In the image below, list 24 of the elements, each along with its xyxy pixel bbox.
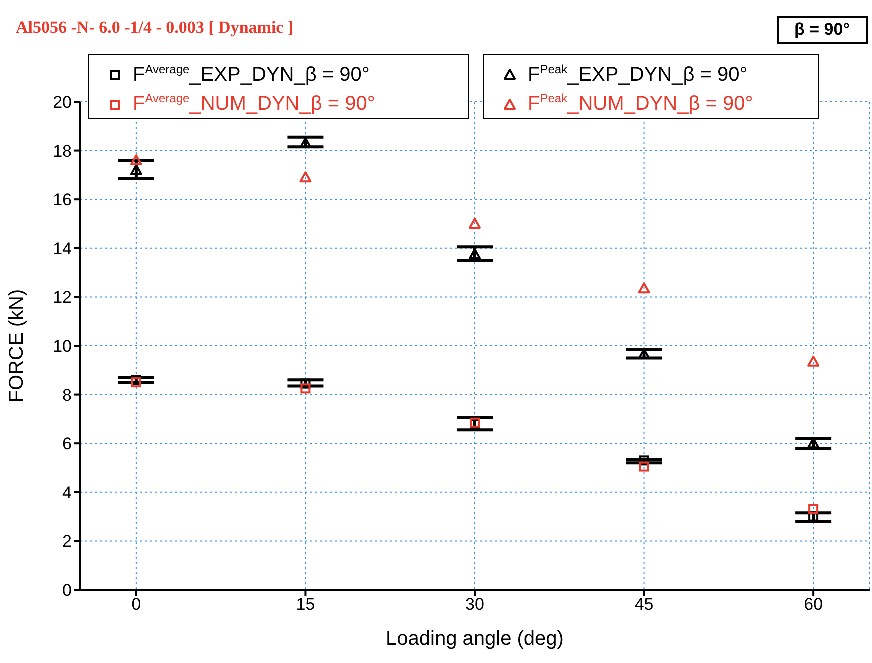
legend-label: F$^{Peak}$_NUM_DYN_β = 90° [528,92,754,116]
y-tick-label: 16 [53,190,72,210]
y-tick-label: 10 [53,337,72,356]
text: β = 90° [776,16,868,44]
y-tick-label: 8 [62,386,72,405]
legend-label: F$^{Average}$_NUM_DYN_β = 90° [133,92,376,116]
y-tick-label: 20 [53,93,72,112]
y-tick-label: 18 [53,142,72,161]
legend-label: F$^{Peak}$_EXP_DYN_β = 90° [528,62,748,86]
x-axis-title: Loading angle (deg) [386,628,564,650]
x-tick-label: 45 [634,595,654,614]
y-tick-label: 14 [53,239,72,258]
x-tick-label: 0 [132,595,142,614]
y-tick-label: 12 [53,288,72,308]
y-tick-label: 2 [62,532,72,552]
y-tick-label: 4 [62,483,72,502]
y-tick-label: 0 [62,581,72,600]
x-tick-label: 30 [466,595,484,614]
x-tick-label: 60 [804,595,824,614]
y-axis-title: FORCE (kN) [6,289,28,403]
x-tick-label: 15 [296,595,316,614]
chart-title: Al5056 -N- 6.0 -1/4 - 0.003 [ Dynamic ] [16,18,294,38]
y-tick-label: 6 [62,434,72,454]
legend-label: F$^{Average}$_EXP_DYN_β = 90° [133,62,370,86]
